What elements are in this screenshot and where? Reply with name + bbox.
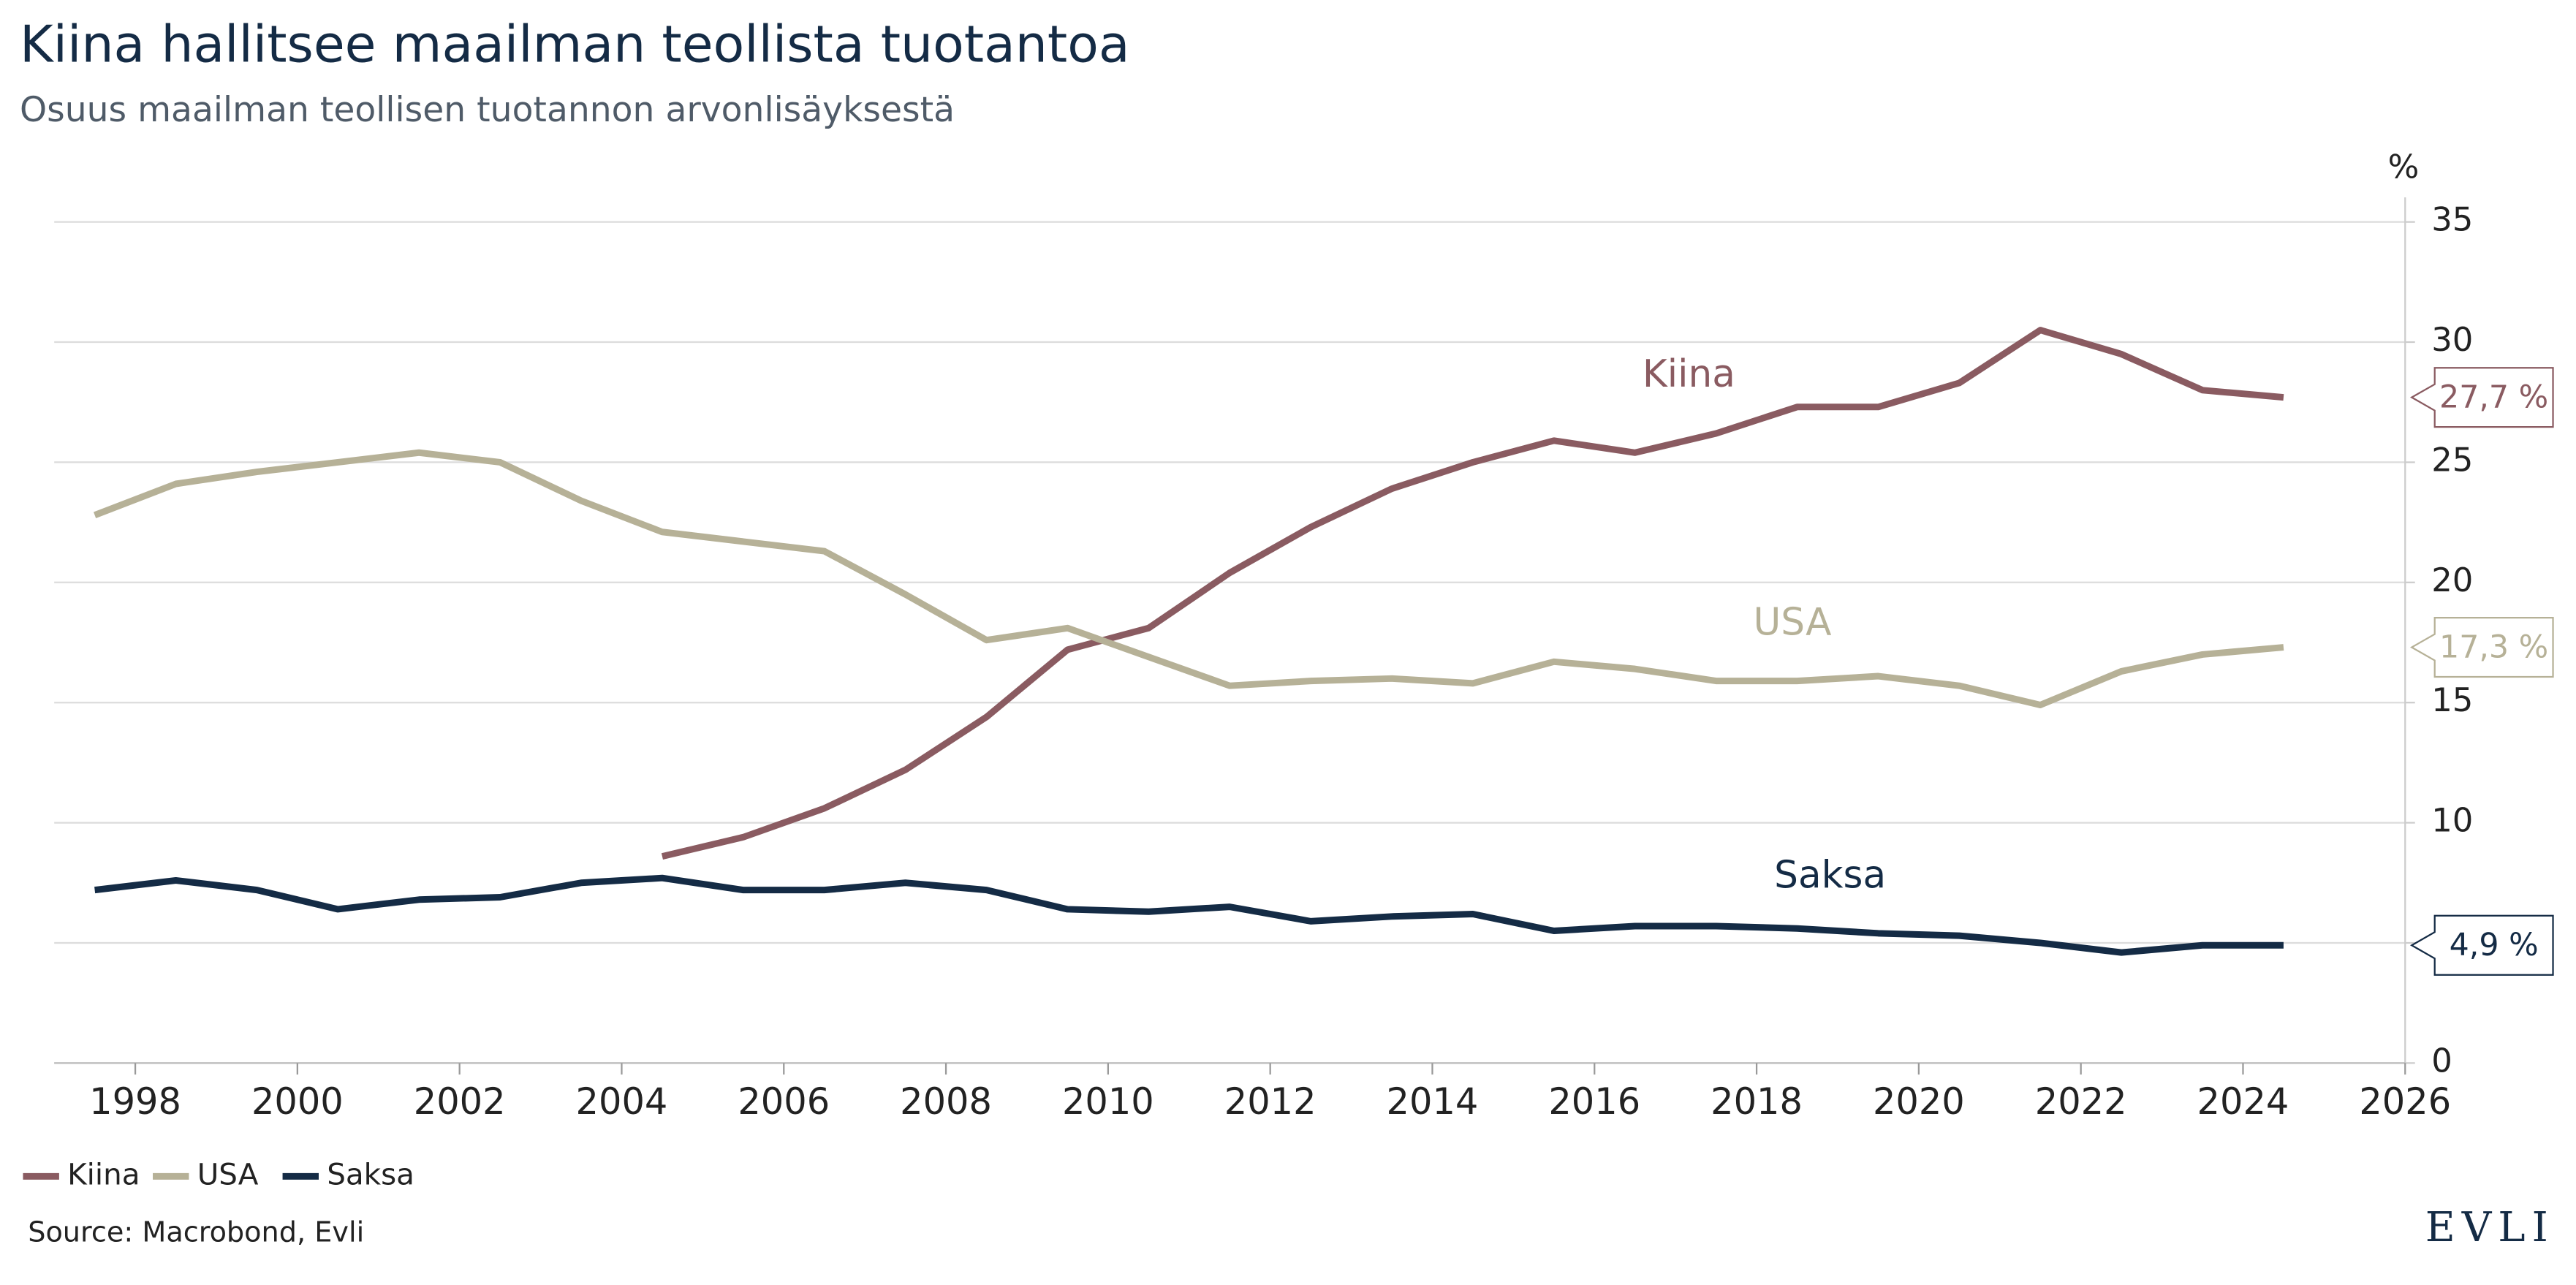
y-tick-label: 30 (2431, 320, 2473, 359)
series-label: USA (1753, 600, 1831, 644)
x-tick-label: 2010 (1062, 1080, 1154, 1123)
x-tick-label: 2020 (1873, 1080, 1965, 1123)
x-tick-label: 2024 (2197, 1080, 2289, 1123)
y-tick-label: 0 (2431, 1041, 2452, 1080)
logo: EVLI (2425, 1204, 2555, 1251)
x-tick-label: 2004 (576, 1080, 668, 1123)
y-tick-label: 35 (2431, 200, 2473, 239)
x-tick-label: 2014 (1387, 1080, 1479, 1123)
series-label: Saksa (1774, 853, 1886, 897)
y-unit: % (2388, 148, 2420, 186)
y-tick-label: 20 (2431, 561, 2473, 599)
end-label-box (2409, 367, 2554, 428)
series-line (93, 449, 2284, 708)
x-tick-label: 2002 (414, 1080, 506, 1123)
y-tick-label: 25 (2431, 440, 2473, 479)
chart-title: Kiina hallitsee maailman teollista tuota… (20, 15, 1130, 74)
legend-label: Saksa (327, 1156, 414, 1191)
end-label-box (2409, 616, 2554, 678)
end-label: 27,7 % (2439, 379, 2548, 415)
series-line (94, 874, 2284, 956)
end-label-box (2409, 914, 2554, 976)
series-label: Kiina (1643, 352, 1735, 396)
end-label: 4,9 % (2450, 927, 2539, 963)
x-tick-label: 2012 (1224, 1080, 1317, 1123)
x-tick-label: 2018 (1711, 1080, 1803, 1123)
y-tick-label: 15 (2431, 681, 2473, 719)
x-tick-label: 1998 (89, 1080, 181, 1123)
x-tick-label: 2022 (2035, 1080, 2127, 1123)
legend-label: Kiina (67, 1156, 140, 1191)
chart-subtitle: Osuus maailman teollisen tuotannon arvon… (20, 90, 955, 130)
source: Source: Macrobond, Evli (28, 1217, 364, 1249)
x-tick-label: 2006 (738, 1080, 830, 1123)
end-label: 17,3 % (2439, 629, 2548, 665)
x-tick-label: 2026 (2359, 1080, 2451, 1123)
series-line (661, 327, 2284, 860)
y-tick-label: 10 (2431, 801, 2473, 840)
legend-label: USA (197, 1156, 259, 1191)
x-tick-label: 2016 (1548, 1080, 1640, 1123)
x-tick-label: 2008 (900, 1080, 992, 1123)
x-tick-label: 2000 (251, 1080, 344, 1123)
